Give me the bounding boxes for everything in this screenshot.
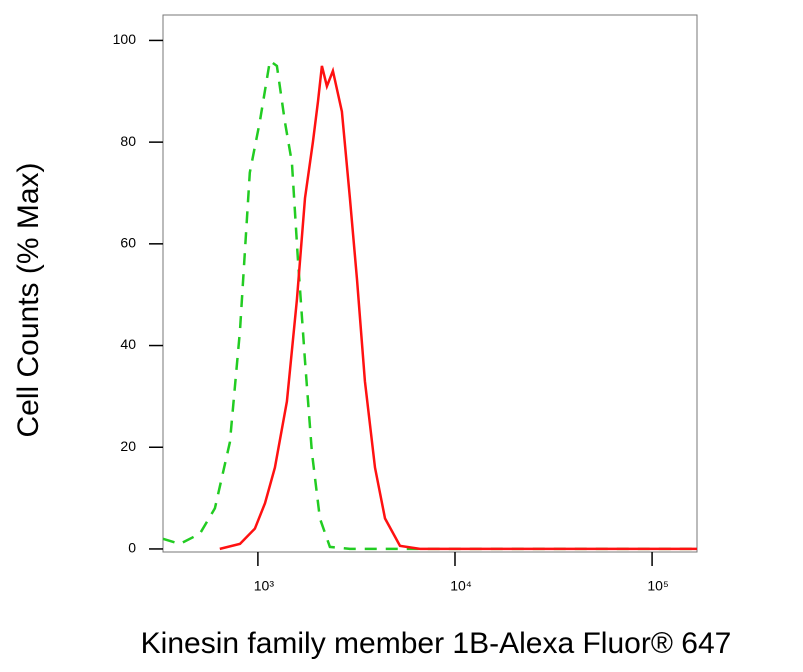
plot-frame	[162, 14, 698, 553]
x-tick-label: 10³	[254, 578, 275, 594]
x-axis-title: Kinesin family member 1B-Alexa Fluor® 64…	[141, 627, 732, 660]
y-tick-label: 0	[128, 540, 136, 556]
series-line	[219, 65, 697, 551]
y-axis-title: Cell Counts (% Max)	[12, 162, 45, 437]
x-tick-label: 10⁴	[450, 578, 472, 594]
y-tick-label: 80	[120, 133, 136, 149]
y-tick-label: 60	[120, 235, 136, 251]
y-tick-label: 20	[120, 438, 136, 454]
y-tick-label: 100	[113, 31, 137, 47]
x-tick-label: 10⁵	[647, 578, 668, 594]
series-line	[162, 58, 697, 551]
y-tick-label: 40	[120, 336, 136, 352]
